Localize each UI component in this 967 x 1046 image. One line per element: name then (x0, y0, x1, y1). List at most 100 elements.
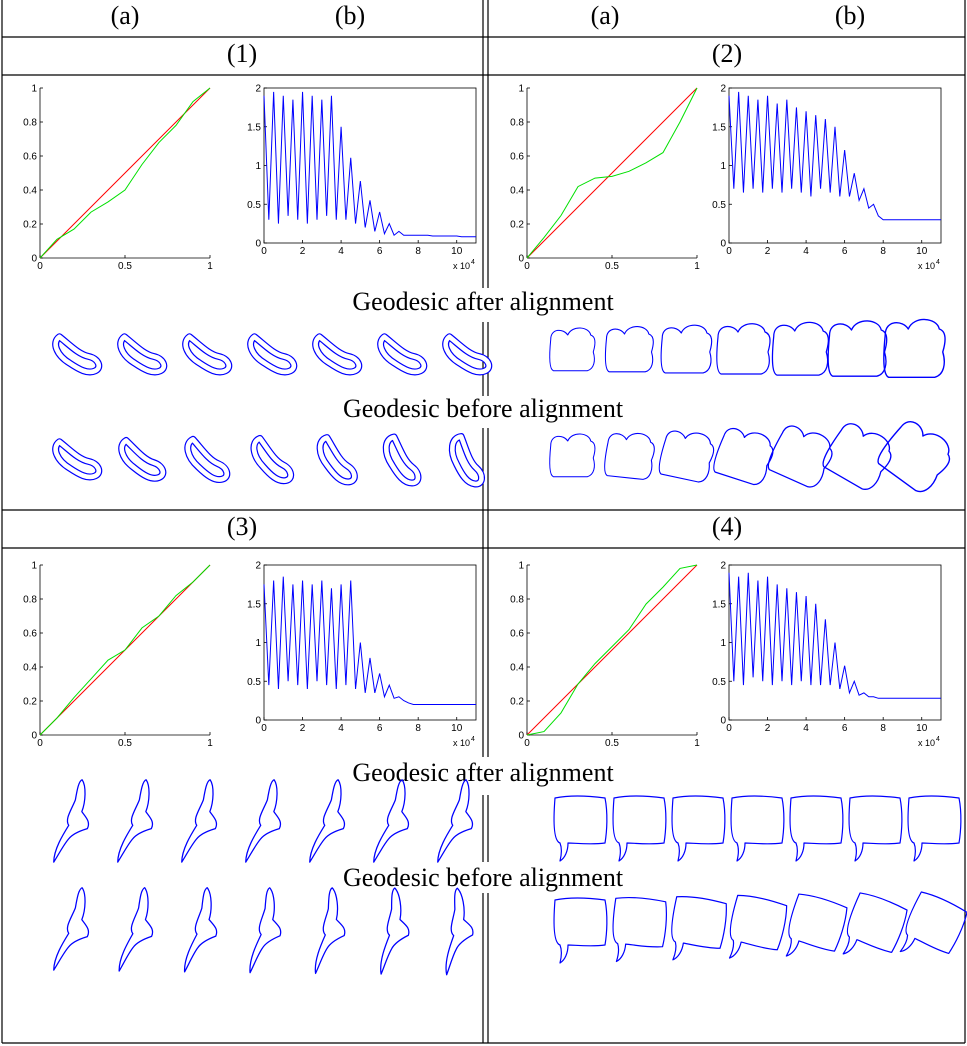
shape-outline (671, 795, 726, 862)
column-label: (b) (335, 1, 365, 30)
y-tick-label: 0.6 (510, 629, 524, 640)
chart: 0 0.2 0.4 0.6 0.8 1 0 0.5 1 (510, 561, 700, 750)
shape-outline (907, 795, 962, 862)
y-tick-label: 1.5 (247, 122, 261, 133)
x-tick-label: 0 (261, 723, 267, 734)
shape-inner (383, 434, 421, 486)
y-tick-label: 0 (255, 239, 261, 250)
shape-outline (604, 326, 654, 373)
y-tick-label: 0.6 (23, 629, 37, 640)
x-tick-label: 0 (726, 246, 732, 257)
chart: 0 0.2 0.4 0.6 0.8 1 0 0.5 1 (23, 84, 213, 273)
y-tick-label: 1 (720, 638, 726, 649)
shape-inner (53, 334, 102, 375)
data-line (728, 572, 941, 699)
shape-outline (730, 795, 785, 862)
x-tick-label: 6 (842, 723, 848, 734)
shape-outline (117, 779, 154, 863)
shape-outline (827, 320, 888, 377)
row-caption: Geodesic before alignment (343, 394, 624, 423)
x-tick-label: 8 (415, 723, 421, 734)
y-tick-label: 0.2 (23, 697, 37, 708)
x-tick-label: 1 (207, 738, 213, 749)
shape-outline (822, 423, 892, 490)
x-scale-label: x 10 (918, 738, 935, 748)
y-tick-label: 1 (720, 161, 726, 172)
shape-outline (785, 893, 848, 957)
chart: 00.511.520 2 4 6 8 10x 10 4 (247, 561, 477, 748)
shape-inner (248, 334, 297, 375)
y-tick-label: 0.6 (510, 152, 524, 163)
y-tick-label: 0.4 (510, 663, 524, 674)
panel-label: (1) (227, 39, 257, 68)
y-tick-label: 1 (31, 561, 37, 572)
shape-outline (549, 327, 596, 372)
x-tick-label: 0 (261, 246, 267, 257)
y-tick-label: 2 (255, 561, 261, 572)
shape-outline (245, 779, 282, 863)
x-tick-label: 4 (338, 723, 344, 734)
shape-outline (445, 887, 474, 976)
x-tick-label: 6 (377, 246, 383, 257)
data-line (39, 87, 211, 259)
column-label: (b) (835, 1, 865, 30)
shape-inner (185, 437, 230, 482)
x-tick-label: 8 (880, 723, 886, 734)
x-tick-label: 10 (916, 246, 928, 257)
x-tick-label: 4 (803, 723, 809, 734)
x-tick-label: 0 (524, 738, 530, 749)
shape-outline (728, 894, 788, 959)
shape-outline (553, 897, 608, 964)
y-tick-label: 0 (255, 716, 261, 727)
y-tick-label: 1.5 (712, 599, 726, 610)
row-caption: Geodesic after alignment (352, 758, 614, 787)
x-scale-label: x 10 (453, 261, 470, 271)
x-tick-label: 2 (765, 246, 771, 257)
x-tick-label: 6 (842, 246, 848, 257)
shape-outline (899, 891, 967, 955)
shape-inner (450, 434, 484, 487)
shape-inner (443, 334, 492, 375)
shape-outline (767, 425, 833, 488)
shape-outline (314, 887, 346, 975)
y-tick-label: 1 (255, 161, 261, 172)
x-tick-label: 4 (338, 246, 344, 257)
y-tick-label: 0 (31, 731, 37, 742)
y-tick-label: 0 (31, 254, 37, 265)
column-label: (a) (591, 1, 620, 30)
shape-outline (373, 779, 410, 863)
shape-outline (671, 896, 727, 961)
shape-outline (53, 887, 90, 971)
x-scale-exponent: 4 (471, 259, 475, 266)
x-tick-label: 10 (916, 723, 928, 734)
data-line (728, 91, 941, 221)
x-scale-label: x 10 (453, 738, 470, 748)
x-tick-label: 2 (765, 723, 771, 734)
shape-outline (437, 779, 474, 863)
x-tick-label: 0 (37, 738, 43, 749)
y-tick-label: 0 (518, 731, 524, 742)
shape-outline (658, 430, 715, 483)
x-tick-label: 2 (300, 723, 306, 734)
chart: 0 0.2 0.4 0.6 0.8 1 0 0.5 1 (23, 561, 213, 750)
shape-outline (771, 321, 829, 376)
data-line (263, 576, 476, 705)
shape-outline (249, 887, 282, 974)
shape-outline (181, 779, 218, 863)
shape-outline (713, 428, 774, 486)
shape-outline (716, 323, 771, 375)
row-caption: Geodesic after alignment (352, 287, 614, 316)
y-tick-label: 1.5 (712, 122, 726, 133)
shape-inner (251, 436, 293, 484)
panel-label: (3) (227, 512, 257, 541)
shape-outline (848, 795, 903, 862)
y-tick-label: 0.8 (510, 595, 524, 606)
y-tick-label: 1 (518, 561, 524, 572)
shape-outline (612, 897, 668, 963)
shape-outline (53, 779, 90, 863)
x-tick-label: 4 (803, 246, 809, 257)
shape-outline (789, 795, 844, 862)
y-tick-label: 0.4 (23, 663, 37, 674)
data-line (526, 564, 698, 736)
shape-outline (309, 779, 346, 863)
